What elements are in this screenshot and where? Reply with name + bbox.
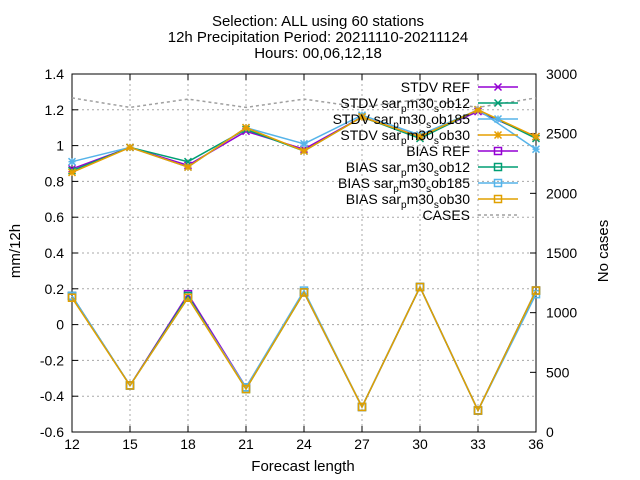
axes: 12 15 18 21 24 27 30 33 36 -0.6 -0.4 -0.2 0 0.2 0.4 0.6… — [40, 66, 577, 452]
title-line-2: 12h Precipitation Period: 20211110-20211… — [168, 29, 469, 46]
series-point — [67, 293, 77, 302]
title-line-1: Selection: ALL using 60 stations — [212, 13, 424, 30]
y2-tick-label: 500 — [546, 364, 570, 380]
series-point — [493, 130, 503, 140]
series-point — [67, 157, 77, 166]
y-axis-label: mm/12h — [7, 224, 24, 278]
x-tick-label: 33 — [470, 436, 486, 452]
x-tick-label: 27 — [354, 436, 370, 452]
y2-tick-label: 1500 — [546, 245, 577, 261]
y2-tick-label: 0 — [546, 424, 554, 440]
legend-entry: BIAS sarpm30sob12 — [346, 159, 518, 179]
y-tick-label: 0.4 — [45, 245, 65, 261]
series-point — [357, 402, 367, 412]
series-bias-sarpm30sob30 — [67, 282, 541, 415]
x-tick-label: 18 — [180, 436, 196, 452]
y-tick-label: -0.6 — [40, 424, 64, 440]
series-point — [493, 114, 503, 124]
y2-tick-label: 2500 — [546, 126, 577, 142]
x-tick-label: 12 — [64, 436, 80, 452]
series-point — [241, 123, 251, 132]
legend-entry: BIAS sarpm30sob30 — [346, 191, 518, 211]
legend-label: BIAS REF — [406, 143, 470, 159]
series-stdv-sarpm30sob30 — [67, 105, 541, 177]
series-point — [531, 286, 541, 295]
series-point — [241, 384, 251, 394]
chart-title: Selection: ALL using 60 stations 12h Pre… — [168, 13, 469, 62]
legend-entry: BIAS sarpm30sob185 — [338, 175, 518, 195]
y-tick-label: -0.4 — [40, 388, 64, 404]
title-line-3: Hours: 00,06,12,18 — [254, 45, 382, 62]
series-point — [125, 143, 135, 152]
legend-entry: STDV sarpm30sob12 — [340, 95, 518, 115]
x-tick-label: 15 — [122, 436, 138, 452]
series-point — [493, 162, 503, 172]
legend-label: BIAS sarpm30sob185 — [338, 175, 470, 195]
series-point — [183, 293, 193, 302]
legend-entry: BIAS REF — [406, 143, 518, 159]
legend-entry: STDV sarpm30sob30 — [340, 127, 518, 147]
y-tick-label: 1.2 — [45, 102, 65, 118]
y-tick-label: 1.4 — [45, 66, 65, 82]
x-tick-label: 24 — [296, 436, 312, 452]
x-tick-label: 30 — [412, 436, 428, 452]
series-point — [473, 406, 483, 415]
series-point — [531, 145, 541, 154]
series-point — [357, 112, 367, 121]
y-tick-label: 0.8 — [45, 173, 65, 189]
series-point — [183, 163, 193, 172]
series-point — [493, 146, 503, 156]
legend-label: BIAS sarpm30sob30 — [346, 191, 470, 211]
legend-label: STDV sarpm30sob185 — [333, 111, 471, 131]
y-tick-label: 0 — [56, 317, 64, 333]
series-point — [493, 194, 503, 204]
x-axis-label: Forecast length — [251, 458, 354, 475]
series-point — [415, 132, 425, 141]
legend-entry: STDV sarpm30sob185 — [333, 111, 518, 131]
x-tick-label: 36 — [528, 436, 544, 452]
legend-entry: STDV REF — [401, 79, 518, 95]
series-point — [299, 146, 309, 156]
legend-label: STDV sarpm30sob12 — [340, 95, 470, 115]
series-line — [71, 285, 537, 413]
legend-label: CASES — [423, 207, 470, 223]
y2-tick-label: 3000 — [546, 66, 577, 82]
y2-axis-label: No cases — [595, 220, 612, 283]
y2-tick-label: 1000 — [546, 305, 577, 321]
x-tick-label: 21 — [238, 436, 254, 452]
y-tick-label: 0.2 — [45, 281, 65, 297]
series-line — [71, 97, 537, 109]
series-cases — [71, 97, 537, 109]
y-tick-label: -0.2 — [40, 352, 64, 368]
legend-label: STDV REF — [401, 79, 470, 95]
series-point — [125, 381, 135, 390]
legend-entry: CASES — [423, 207, 518, 223]
series-point — [67, 168, 77, 177]
series-point — [493, 82, 503, 92]
legend-label: STDV sarpm30sob30 — [340, 127, 470, 147]
y-tick-label: 1 — [56, 138, 64, 154]
series-point — [299, 139, 309, 148]
series-point — [531, 132, 541, 141]
y2-tick-label: 2000 — [546, 185, 577, 201]
plot-frame — [71, 73, 537, 433]
series-point — [415, 282, 425, 292]
legend-label: BIAS sarpm30sob12 — [346, 159, 470, 179]
series-point — [493, 178, 503, 188]
series — [67, 97, 541, 415]
series-point — [299, 288, 309, 297]
series-point — [493, 98, 503, 108]
y-tick-label: 0.6 — [45, 209, 65, 225]
